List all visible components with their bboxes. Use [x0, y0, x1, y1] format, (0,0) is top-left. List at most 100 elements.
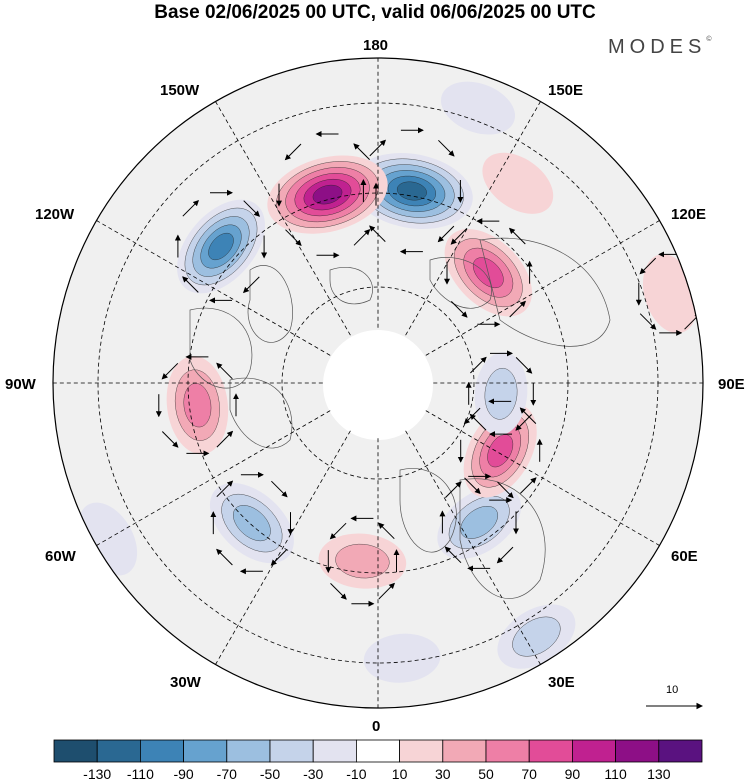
- colorbar-tick-label: 110: [604, 766, 627, 782]
- colorbar-swatch: [615, 739, 660, 763]
- anomaly-contour: [487, 434, 514, 468]
- colorbar-swatch: [658, 739, 703, 763]
- colorbar-tick-label: -130: [83, 766, 112, 782]
- colorbar-tick-label: -90: [173, 766, 194, 782]
- coastlines: [189, 237, 611, 599]
- colorbar-swatch: [139, 739, 184, 763]
- lon-label-30w: 30W: [170, 674, 201, 691]
- map-disc: [53, 58, 703, 708]
- colorbar-tick-label: -50: [259, 766, 281, 782]
- wind-arrow: [161, 362, 179, 380]
- wind-arrow: [509, 300, 527, 318]
- colorbar-swatch: [528, 739, 573, 763]
- wind-arrow: [182, 199, 200, 217]
- colorbar-swatch: [442, 739, 487, 763]
- brand-text: MODES: [608, 36, 707, 58]
- colorbar-swatch: [53, 739, 98, 763]
- wind-arrow: [284, 143, 302, 161]
- colorbar-tick-label: -110: [126, 766, 154, 782]
- lon-label-60w: 60W: [45, 548, 76, 565]
- anomaly-contour: [363, 633, 441, 683]
- colorbar-swatch: [96, 739, 141, 763]
- lon-label-120e: 120E: [671, 206, 707, 223]
- wind-arrow: [470, 356, 487, 374]
- polar-cap: [323, 330, 433, 440]
- colorbar-tick-label: 10: [391, 766, 408, 782]
- wind-arrow: [515, 357, 533, 374]
- colorbar: [53, 739, 703, 763]
- wind-arrow: [444, 546, 462, 564]
- anomaly-contour: [312, 184, 343, 205]
- colorbar-swatch: [226, 739, 271, 763]
- colorbar-swatch: [355, 739, 400, 763]
- wind-arrow: [520, 477, 537, 494]
- wind-arrow: [271, 480, 288, 498]
- lon-label-180: 180: [363, 37, 389, 54]
- wind-arrow: [683, 257, 701, 275]
- wind-arrow: [369, 225, 386, 242]
- lon-label-150e: 150E: [548, 82, 584, 99]
- anomaly-contour: [396, 181, 427, 201]
- anomaly-contour: [335, 543, 390, 579]
- colorbar-swatch: [269, 739, 314, 763]
- meridians: [53, 58, 703, 708]
- wind-arrow: [369, 139, 387, 157]
- wind-arrow: [378, 582, 396, 600]
- wind-arrow: [330, 583, 347, 600]
- wind-arrow: [519, 407, 537, 424]
- colorbar-tick-label: -10: [346, 766, 367, 782]
- meridian-line: [215, 430, 351, 665]
- meridian-line: [405, 430, 541, 665]
- meridian-line: [215, 101, 351, 336]
- wind-arrow: [639, 313, 657, 330]
- wind-arrow: [445, 481, 462, 498]
- colorbar-tick-label: -30: [303, 766, 324, 782]
- anomaly-contour: [460, 506, 499, 539]
- anomaly-contour: [440, 81, 516, 135]
- colorbar-swatch: [485, 739, 530, 763]
- lon-label-30e: 30E: [548, 674, 575, 691]
- colorbar-tick-label: 50: [478, 766, 494, 782]
- wind-arrow: [450, 301, 468, 318]
- wind-arrow: [639, 257, 657, 275]
- wind-arrow: [464, 477, 481, 495]
- lon-label-60e: 60E: [671, 548, 698, 565]
- wind-arrow: [353, 228, 371, 246]
- wind-arrow: [515, 414, 532, 431]
- anomaly-contour: [484, 367, 518, 420]
- colorbar-tick-label: 90: [564, 766, 581, 782]
- wind-arrow: [450, 228, 468, 245]
- wind-arrow: [216, 430, 234, 448]
- modes-logo: MODES©: [608, 36, 712, 59]
- wind-arrow: [182, 276, 199, 293]
- map-title: Base 02/06/2025 00 UTC, valid 06/06/2025…: [154, 2, 596, 23]
- meridian-line: [405, 101, 541, 336]
- lon-label-90e: 90E: [718, 376, 745, 393]
- colorbar-swatch: [312, 739, 357, 763]
- lon-label-120w: 120W: [35, 206, 75, 223]
- wind-arrow: [469, 413, 487, 431]
- wind-arrow: [216, 548, 233, 566]
- colorbar-tick-label: 70: [521, 766, 537, 782]
- wind-arrow: [508, 227, 526, 245]
- colorbar-swatch: [183, 739, 228, 763]
- colorbar-swatch: [399, 739, 444, 763]
- wind-arrow: [243, 200, 261, 217]
- wind-arrow: [285, 229, 302, 247]
- wind-arrow: [437, 225, 455, 243]
- wind-arrow: [496, 546, 514, 564]
- wind-arrow: [353, 143, 370, 160]
- wind-arrow: [378, 522, 395, 540]
- wind-arrow: [438, 139, 455, 157]
- wind-arrow: [329, 522, 347, 540]
- wind-arrow: [216, 362, 233, 380]
- wind-vectors: [155, 127, 703, 607]
- lon-label-0: 0: [372, 718, 381, 735]
- wind-arrow: [161, 431, 179, 448]
- colorbar-swatch: [572, 739, 617, 763]
- wind-arrow: [497, 481, 514, 499]
- colorbar-tick-label: 30: [435, 766, 451, 782]
- copyright-mark: ©: [706, 36, 712, 43]
- vector-scale-label: 10: [666, 684, 679, 696]
